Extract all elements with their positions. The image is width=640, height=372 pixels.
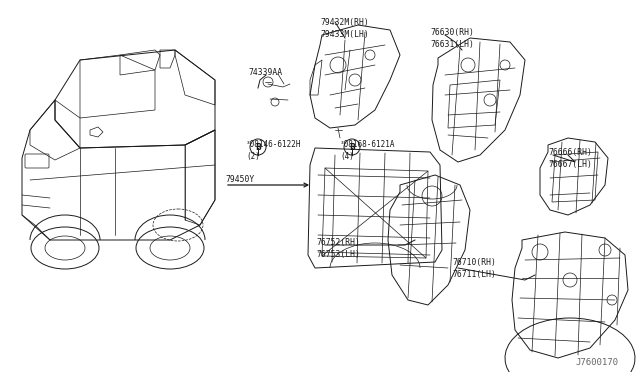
Text: B: B bbox=[349, 142, 355, 151]
Text: 79432M(RH)
79433M(LH): 79432M(RH) 79433M(LH) bbox=[320, 18, 369, 39]
Text: 79450Y: 79450Y bbox=[225, 175, 254, 184]
Text: 76630(RH)
76631(LH): 76630(RH) 76631(LH) bbox=[430, 28, 474, 49]
Text: ³08168-6121A
(4): ³08168-6121A (4) bbox=[340, 140, 396, 161]
Text: 76666(RH)
76667(LH): 76666(RH) 76667(LH) bbox=[548, 148, 592, 169]
Text: J7600170: J7600170 bbox=[575, 358, 618, 367]
Text: 76752(RH)
76753(LH): 76752(RH) 76753(LH) bbox=[316, 238, 360, 259]
Text: ³08146-6122H
(2): ³08146-6122H (2) bbox=[246, 140, 301, 161]
Text: 74339AA: 74339AA bbox=[248, 68, 282, 77]
Text: B: B bbox=[255, 142, 261, 151]
Text: 76710(RH)
76711(LH): 76710(RH) 76711(LH) bbox=[452, 258, 496, 279]
